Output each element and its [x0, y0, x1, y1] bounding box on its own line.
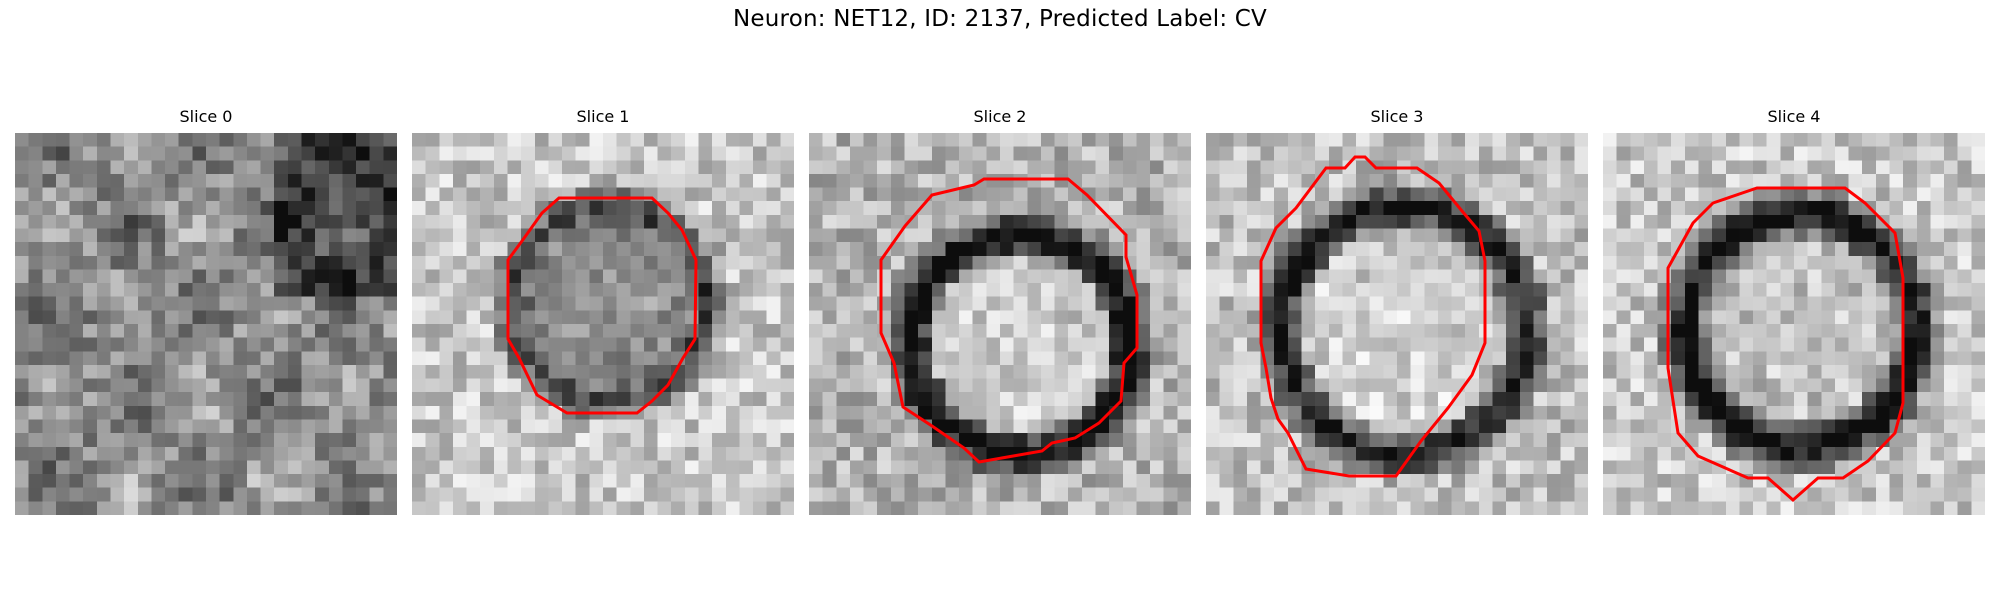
- slice-title: Slice 4: [1767, 107, 1821, 126]
- slice-image-frame: [1603, 133, 1985, 515]
- slice-title: Slice 1: [576, 107, 630, 126]
- slice-image-frame: [412, 133, 794, 515]
- segmentation-contour: [879, 177, 1139, 464]
- segmentation-contour: [1666, 186, 1905, 502]
- slice-image: [1206, 133, 1588, 515]
- slice-image-frame: [15, 133, 397, 515]
- figure-title: Neuron: NET12, ID: 2137, Predicted Label…: [733, 6, 1267, 32]
- slice-image: [809, 133, 1191, 515]
- segmentation-contour: [1259, 155, 1487, 478]
- slice-image-frame: [809, 133, 1191, 515]
- slice-image: [15, 133, 397, 515]
- slice-title: Slice 2: [973, 107, 1027, 126]
- slice-title: Slice 3: [1370, 107, 1424, 126]
- slice-title: Slice 0: [179, 107, 233, 126]
- slice-image-frame: [1206, 133, 1588, 515]
- segmentation-contour: [506, 196, 698, 415]
